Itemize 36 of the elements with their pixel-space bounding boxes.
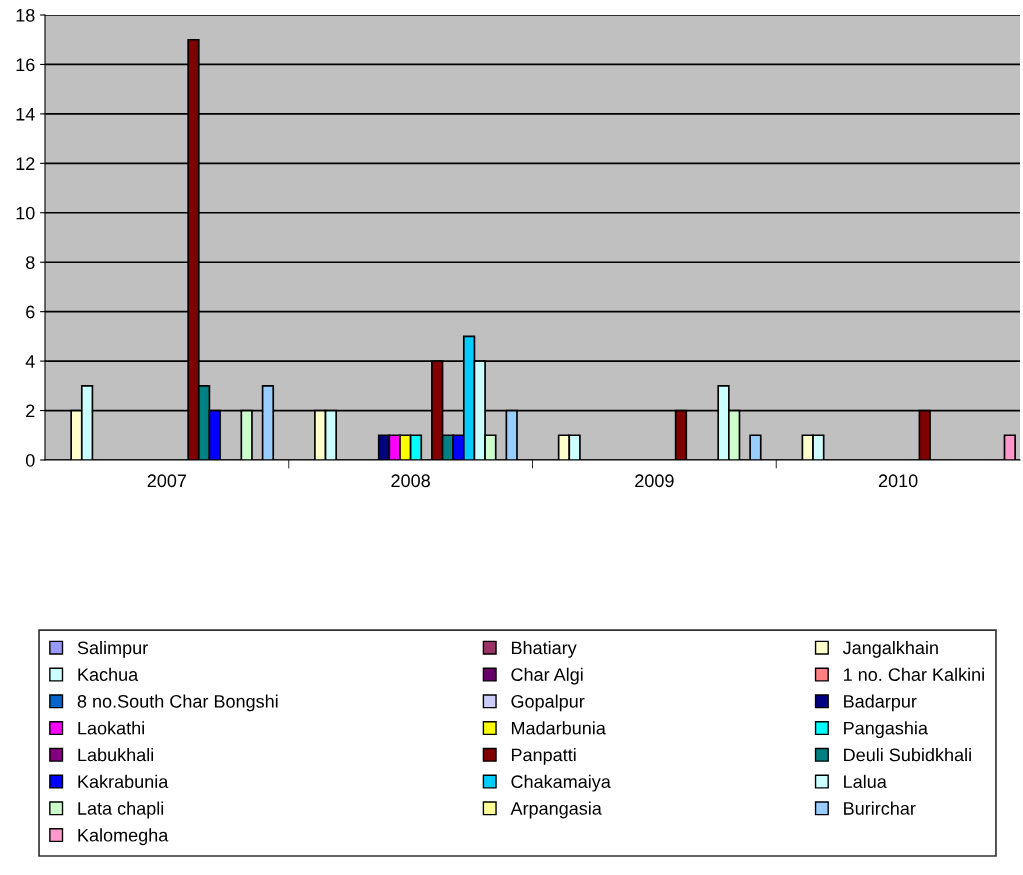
legend-label: 8 no.South Char Bongshi (77, 694, 278, 712)
legend-label: Chakamaiya (511, 774, 611, 792)
y-tick-label: 6 (26, 305, 35, 319)
legend-label: Madarbunia (511, 721, 606, 735)
legend-label: Char Algi (511, 667, 583, 685)
legend-label: Deuli Subidkhali (844, 748, 971, 762)
y-tick-label: 8 (26, 256, 35, 269)
legend-label: Bhatiary (511, 640, 577, 658)
legend-label: Badarpur (844, 694, 917, 712)
legend-label: Kakrabunia (78, 774, 169, 789)
x-tick-label: 2009 (635, 474, 674, 488)
legend-label: Kalomegha (78, 828, 169, 846)
legend-label: 1 no. Char Kalkini (844, 667, 984, 681)
legend-label: Pangashia (844, 721, 928, 739)
y-tick-label: 4 (25, 355, 35, 368)
y-tick-label: 14 (16, 108, 35, 121)
legend-label: Jangalkhain (842, 640, 938, 658)
legend-label: Labukhali (78, 748, 154, 762)
legend-label: Gopalpur (511, 694, 585, 712)
x-tick-label: 2008 (391, 474, 430, 488)
legend-label: Burirchar (844, 801, 916, 815)
legend-label: Laokathi (78, 721, 144, 735)
x-tick-label: 2007 (147, 474, 187, 488)
y-tick-label: 10 (16, 206, 35, 220)
y-tick-label: 16 (16, 58, 35, 72)
y-tick-label: 0 (25, 453, 35, 467)
y-tick-label: 12 (16, 157, 35, 170)
legend-label: Lalua (844, 774, 887, 789)
legend-label: Kachua (78, 667, 139, 681)
y-tick-label: 2 (26, 404, 35, 418)
legend-label: Arpangasia (510, 801, 602, 819)
legend-label: Salimpur (77, 640, 148, 658)
x-tick-label: 2010 (878, 474, 918, 488)
legend-label: Lata chapli (78, 801, 164, 819)
y-tick-label: 18 (16, 8, 35, 22)
legend-label: Panpatti (511, 748, 576, 765)
